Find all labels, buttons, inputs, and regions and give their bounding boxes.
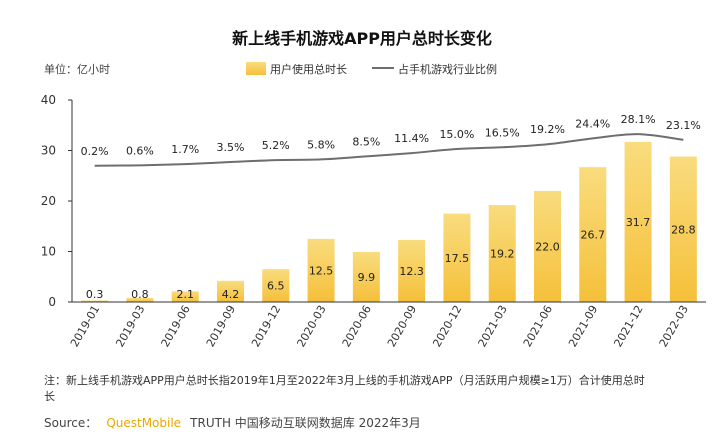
x-tick-label: 2020-06 [340,303,374,349]
bar [81,300,109,302]
bar [669,156,697,302]
bar-value-label: 0.3 [86,288,104,301]
x-tick-label: 2019-09 [204,303,238,349]
x-tick-label: 2019-01 [68,303,102,349]
x-tick-label: 2019-06 [159,303,193,349]
source: Source： QuestMobile TRUTH 中国移动互联网数据库 202… [44,412,421,431]
x-tick-label: 2021-06 [521,303,555,349]
bar [171,291,199,302]
x-tick-label: 2020-03 [294,303,328,349]
bar [217,280,244,302]
legend-bar-swatch [246,62,266,75]
bar-value-label: 12.3 [399,265,424,278]
bar [488,205,516,302]
percentage-label: 3.5% [217,141,245,154]
x-tick-label: 2021-09 [566,303,600,349]
y-tick-label: 0 [48,295,56,309]
percentage-label: 23.1% [666,119,701,132]
percentage-labels: 0.2% 0.6% 1.7% 3.5% 5.2% 5.8% 8.5% 11.4% 15.0% 16… [81,113,701,158]
x-tick-label: 2019-12 [249,303,283,349]
source-prefix: Source： [44,416,97,430]
bar [579,167,607,302]
bars [81,141,697,302]
percentage-label: 1.7% [171,143,199,156]
bar [126,297,154,302]
bar-value-label: 12.5 [309,264,334,277]
percentage-label: 0.2% [81,145,109,158]
trend-line [94,133,684,167]
bar-value-label: 28.8 [671,223,696,236]
bar [398,239,426,302]
bar [307,238,335,302]
bar-value-label: 31.7 [626,216,651,229]
percentage-label: 15.0% [439,128,474,141]
percentage-label: 8.5% [352,135,380,148]
bar-value-label: 2.1 [176,288,194,301]
percentage-label: 19.2% [530,123,565,136]
x-tick-label: 2021-03 [476,303,510,349]
source-rest: TRUTH 中国移动互联网数据库 2022年3月 [189,415,421,430]
bar [352,252,380,302]
bar-labels: 0.3 0.8 2.1 4.2 6.5 12.5 9.9 12.3 17.5 19.2 22.0 26… [86,216,696,301]
bar [624,141,652,302]
chart-title: 新上线手机游戏APP用户总时长变化 [232,29,492,48]
y-tick-label: 20 [41,194,56,208]
trend-line-path [94,133,684,167]
bar-value-label: 4.2 [222,288,240,301]
note-line-2: 长 [44,390,55,403]
y-tick-label: 30 [41,144,56,158]
percentage-label: 5.8% [307,138,335,151]
percentage-label: 11.4% [394,132,429,145]
x-axis: 2019-01 2019-03 2019-06 2019-09 2019-12 2020-… [68,301,706,349]
bar-value-label: 9.9 [358,271,376,284]
bar-value-label: 26.7 [581,229,606,242]
percentage-label: 0.6% [126,144,154,157]
bar-value-label: 22.0 [535,240,560,253]
x-tick-label: 2020-12 [430,303,464,349]
percentage-label: 5.2% [262,139,290,152]
percentage-label: 24.4% [575,117,610,130]
bar-value-label: 0.8 [131,288,149,301]
percentage-label: 28.1% [621,113,656,126]
legend: 用户使用总时长 占手机游戏行业比例 [246,62,497,76]
x-tick-label: 2021-12 [611,303,645,349]
bar [534,190,561,302]
y-axis: 0 10 20 30 40 [41,93,73,309]
x-tick-label: 2019-03 [113,303,147,349]
bar [443,213,471,302]
note-line-1: 注：新上线手机游戏APP用户总时长指2019年1月至2022年3月上线的手机游戏… [44,373,645,387]
legend-bar-label: 用户使用总时长 [270,62,347,76]
x-tick-label: 2022-03 [657,303,691,349]
bar [262,269,290,302]
legend-line-label: 占手机游戏行业比例 [398,62,497,76]
source-brand: QuestMobile [106,416,181,430]
percentage-label: 16.5% [485,126,520,139]
unit-label: 单位：亿小时 [44,62,110,76]
x-tick-label: 2020-09 [385,303,419,349]
y-tick-label: 40 [41,93,56,107]
bar-value-label: 19.2 [490,248,515,261]
y-tick-label: 10 [41,245,56,259]
bar-value-label: 17.5 [445,252,470,265]
bar-value-label: 6.5 [267,280,285,293]
